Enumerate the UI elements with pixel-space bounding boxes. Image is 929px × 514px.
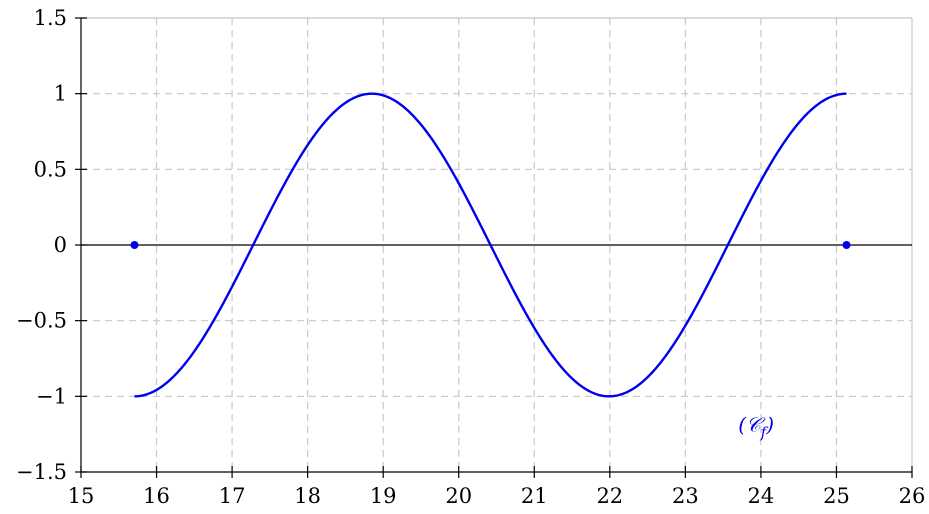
x-tick-label: 17 [219,484,246,508]
curve-label-close: ) [765,413,774,437]
x-tick-label: 25 [823,484,850,508]
x-tick-label: 15 [68,484,95,508]
curve-cf [134,92,847,398]
x-tick-label: 18 [294,484,321,508]
x-tick-label: 23 [672,484,699,508]
x-tick-label: 19 [370,484,397,508]
y-tick-label: −1 [36,384,67,408]
curve-label-sub: f [760,424,769,442]
x-tick-label: 16 [143,484,170,508]
x-tick-label: 21 [521,484,548,508]
endpoint-marker [842,241,851,249]
endpoint-marker [130,241,139,249]
axes [80,18,912,473]
x-tick-label: 24 [748,484,775,508]
y-tick-label: 1.5 [34,6,67,30]
y-tick-label: 0 [54,233,67,257]
y-tick-label: −0.5 [16,309,67,333]
y-tick-label: −1.5 [16,460,67,484]
series-layer [130,92,851,398]
x-tick-label: 22 [596,484,623,508]
curve-label: (𝒞f) [738,413,774,442]
x-tick-label: 26 [899,484,926,508]
x-tick-label: 20 [445,484,472,508]
y-tick-label: 1 [54,82,67,106]
ticks: 15 16 17 18 19 20 21 22 23 24 25 26 −1.5 −1 −0.5 0 0.5 1 1… [16,6,925,508]
y-tick-label: 0.5 [34,157,67,181]
